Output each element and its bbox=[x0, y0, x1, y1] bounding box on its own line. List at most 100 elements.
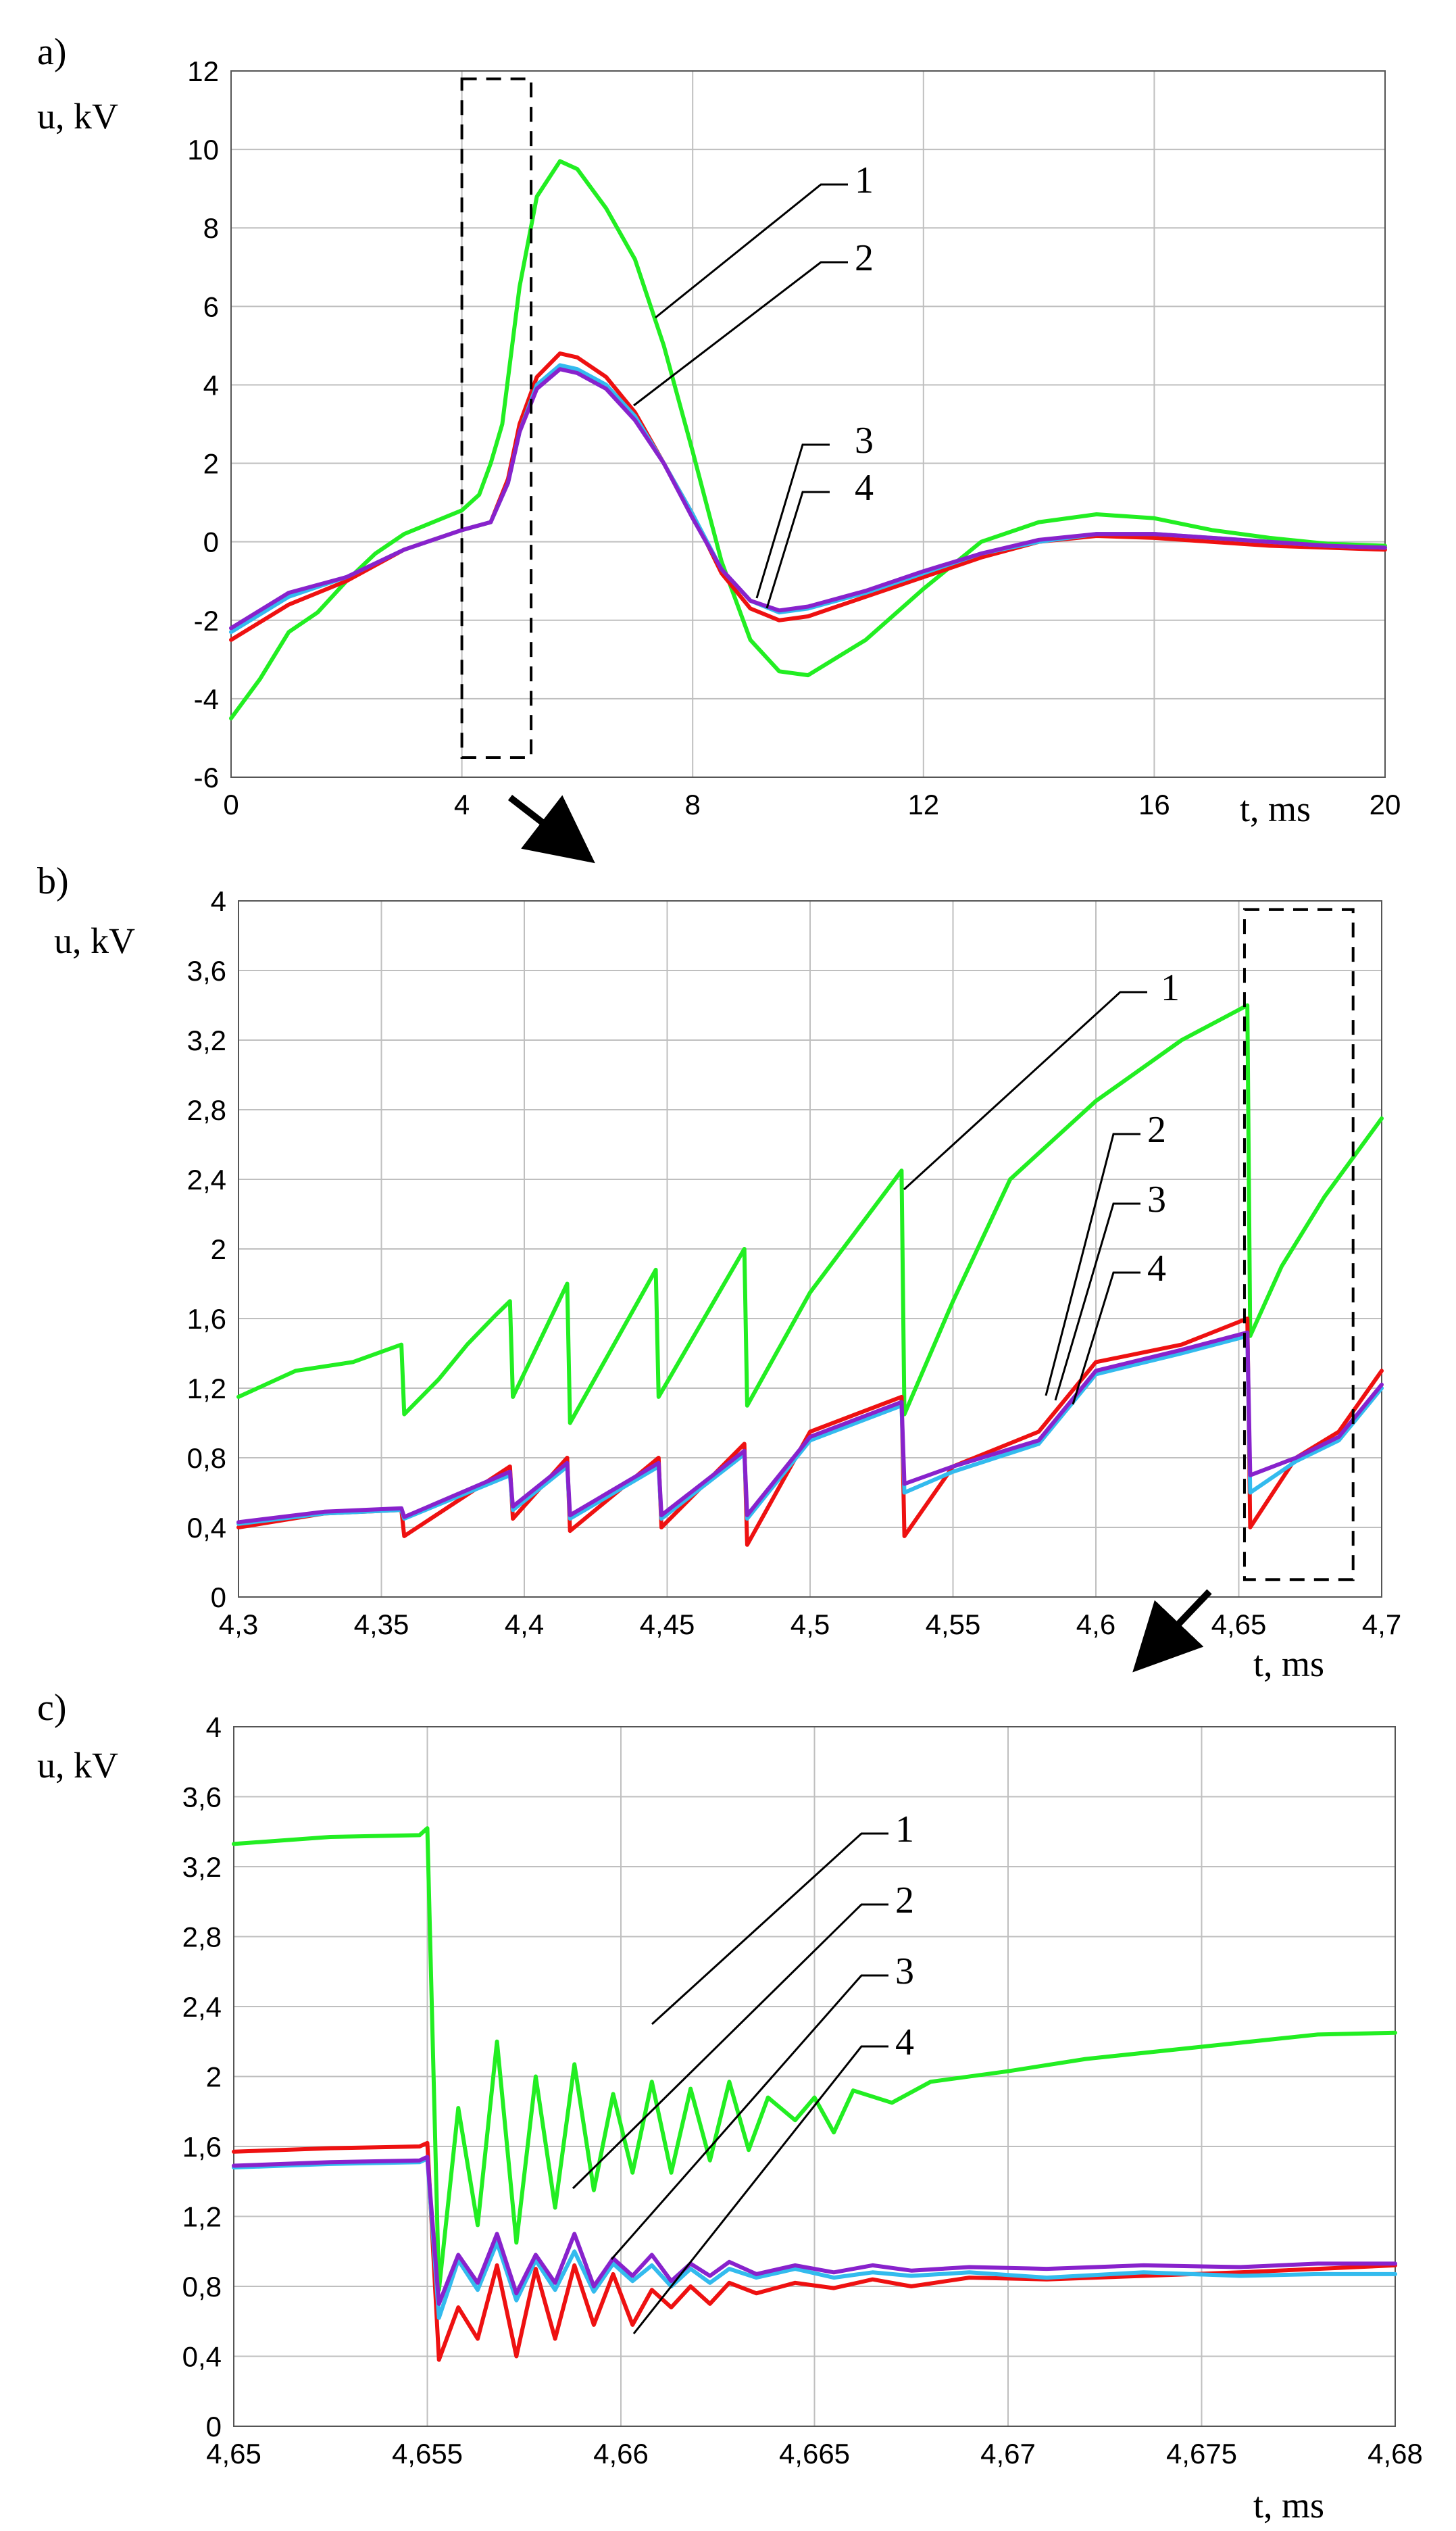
panel-c-leader-line-4 bbox=[632, 2045, 888, 2334]
panel-a-series-3-line bbox=[229, 363, 1387, 635]
panel-c-y-tick-label: 2 bbox=[206, 2061, 222, 2093]
panel-b-ticks: 4,3 4,35 4,4 4,45 4,5 4,55 4,6 4,65 4,7 0 0,4 0,8 1,… bbox=[187, 885, 1402, 1640]
panel-b-y-tick-label: 3,6 bbox=[187, 955, 226, 987]
panel-c-leader-line-1 bbox=[651, 1832, 888, 2025]
panel-a-x-axis-label: t, ms bbox=[1240, 789, 1311, 829]
panel-b-y-tick-label: 1,2 bbox=[187, 1373, 226, 1404]
panel-b-curve-label-3: 3 bbox=[1147, 1179, 1166, 1221]
panel-a-y-tick-label: 0 bbox=[203, 526, 219, 558]
panel-a-y-tick-label: 2 bbox=[203, 448, 219, 480]
panel-b-x-tick-label: 4,4 bbox=[505, 1608, 544, 1640]
panel-c-y-tick-label: 1,2 bbox=[182, 2201, 222, 2233]
panel-c-x-tick-label: 4,66 bbox=[593, 2438, 649, 2469]
panel-c-leader-line-3 bbox=[610, 1974, 888, 2260]
panel-c-series-2-line bbox=[232, 2140, 1397, 2362]
panel-b-y-tick-label: 2,4 bbox=[187, 1164, 226, 1196]
panel-a-curve-label-3: 3 bbox=[855, 420, 874, 462]
panel-b-y-tick-label: 0,4 bbox=[187, 1512, 226, 1544]
panel-c-series bbox=[232, 1826, 1397, 2362]
panel-a-y-tick-label: -6 bbox=[194, 762, 219, 793]
panel-c-curve-label-4: 4 bbox=[895, 2021, 914, 2063]
panel-b-curve-label-1: 1 bbox=[1161, 967, 1180, 1009]
panel-c-y-tick-label: 0,8 bbox=[182, 2271, 222, 2303]
panel-c-ticks: 4,65 4,655 4,66 4,665 4,67 4,675 4,68 0 0,4 0,8 1,… bbox=[182, 1711, 1423, 2469]
panel-b-y-tick-label: 4 bbox=[211, 885, 226, 917]
panel-b-curve-label-2: 2 bbox=[1147, 1109, 1166, 1151]
panel-a-y-tick-label: 10 bbox=[187, 134, 219, 166]
panel-c-series-4-line bbox=[232, 2155, 1397, 2306]
panel-c-y-tick-label: 0 bbox=[206, 2411, 222, 2442]
panel-b-x-tick-label: 4,65 bbox=[1211, 1608, 1267, 1640]
panel-b: 4,3 4,35 4,4 4,45 4,5 4,55 4,6 4,65 4,7 0 0,4 0,8 1,… bbox=[37, 860, 1401, 1684]
panel-b-label: b) bbox=[37, 860, 69, 902]
panel-b-x-tick-label: 4,5 bbox=[790, 1608, 830, 1640]
panel-a-y-axis-label: u, kV bbox=[37, 96, 118, 137]
panel-b-y-tick-label: 3,2 bbox=[187, 1025, 226, 1056]
panel-c-curve-label-1: 1 bbox=[895, 1809, 914, 1850]
panel-b-series-1-line bbox=[236, 1003, 1384, 1425]
panel-a-y-tick-label: 6 bbox=[203, 291, 219, 322]
panel-c-x-tick-label: 4,65 bbox=[206, 2438, 261, 2469]
panel-c-label: c) bbox=[37, 1687, 67, 1729]
panel-b-plot-frame bbox=[238, 900, 1382, 1598]
panel-b-x-tick-label: 4,45 bbox=[640, 1608, 695, 1640]
panel-a-plot-frame bbox=[230, 70, 1386, 778]
panel-b-x-tick-label: 4,7 bbox=[1362, 1608, 1401, 1640]
zoom-arrow-a-to-b bbox=[507, 795, 595, 864]
panel-a-curve-labels: 1 2 3 4 bbox=[633, 159, 874, 609]
panel-b-grid bbox=[238, 900, 1382, 1598]
panel-b-y-tick-label: 1,6 bbox=[187, 1303, 226, 1335]
panel-a-series-4-line bbox=[229, 367, 1387, 631]
panel-b-leader-line-4 bbox=[1072, 1271, 1140, 1405]
panel-c-x-tick-label: 4,67 bbox=[980, 2438, 1036, 2469]
panel-c-grid bbox=[233, 1726, 1396, 2427]
panel-b-curve-label-4: 4 bbox=[1147, 1248, 1166, 1289]
panel-a-series-2-line bbox=[229, 351, 1387, 642]
panel-a-curve-label-1: 1 bbox=[855, 159, 874, 201]
panel-b-curve-labels: 1 2 3 4 bbox=[903, 967, 1180, 1405]
panel-b-x-tick-label: 4,35 bbox=[354, 1608, 409, 1640]
panel-a-x-tick-label: 16 bbox=[1138, 789, 1170, 820]
panel-b-leader-line-1 bbox=[903, 991, 1147, 1191]
panel-a-y-tick-label: -4 bbox=[194, 683, 219, 715]
panel-c-y-axis-label: u, kV bbox=[37, 1745, 118, 1786]
zoom-arrow-b-to-c bbox=[1132, 1589, 1212, 1673]
panel-c-x-tick-label: 4,68 bbox=[1367, 2438, 1423, 2469]
panel-c-y-tick-label: 4 bbox=[206, 1711, 222, 1743]
panel-a-label: a) bbox=[37, 31, 67, 73]
panel-c-curve-labels: 1 2 3 4 bbox=[572, 1809, 914, 2334]
panel-a-leader-line-4 bbox=[765, 491, 830, 609]
panel-a-series-1-line bbox=[229, 159, 1387, 720]
panel-c-curve-label-3: 3 bbox=[895, 1950, 914, 1992]
panel-c-y-tick-label: 2,8 bbox=[182, 1921, 222, 1953]
panel-c-plot-frame bbox=[233, 1726, 1396, 2427]
panel-b-zoom-box bbox=[1242, 908, 1355, 1581]
panel-b-x-axis-label: t, ms bbox=[1253, 1644, 1324, 1684]
panel-c-y-tick-label: 3,2 bbox=[182, 1851, 222, 1883]
panel-a-x-tick-label: 8 bbox=[685, 789, 701, 820]
panel-b-y-tick-label: 2 bbox=[211, 1233, 226, 1265]
panel-a-curve-label-2: 2 bbox=[855, 237, 874, 279]
panel-a-x-tick-label: 20 bbox=[1370, 789, 1401, 820]
panel-c-leader-line-2 bbox=[572, 1903, 888, 2190]
panel-a-grid bbox=[230, 70, 1386, 778]
panel-a-zoom-box bbox=[460, 77, 533, 759]
panel-a-leader-line-2 bbox=[633, 261, 848, 407]
panel-a-x-tick-label: 0 bbox=[223, 789, 239, 820]
panel-a-leader-line-3 bbox=[755, 443, 830, 599]
panel-a-y-tick-label: -2 bbox=[194, 605, 219, 637]
panel-a-y-tick-label: 12 bbox=[187, 55, 219, 87]
panel-c: 4,65 4,655 4,66 4,665 4,67 4,675 4,68 0 0,4 0,8 1,… bbox=[37, 1687, 1423, 2526]
panel-a-leader-line-1 bbox=[655, 183, 848, 319]
panel-b-leader-line-2 bbox=[1045, 1133, 1140, 1396]
panel-a-x-tick-label: 4 bbox=[454, 789, 470, 820]
panel-a-x-tick-label: 12 bbox=[907, 789, 939, 820]
panel-c-y-tick-label: 0,4 bbox=[182, 2341, 222, 2373]
panel-b-y-tick-label: 0 bbox=[211, 1581, 226, 1613]
panel-c-x-tick-label: 4,675 bbox=[1166, 2438, 1237, 2469]
panel-c-series-1-line bbox=[232, 1826, 1397, 2292]
panel-a-y-tick-label: 8 bbox=[203, 212, 219, 244]
